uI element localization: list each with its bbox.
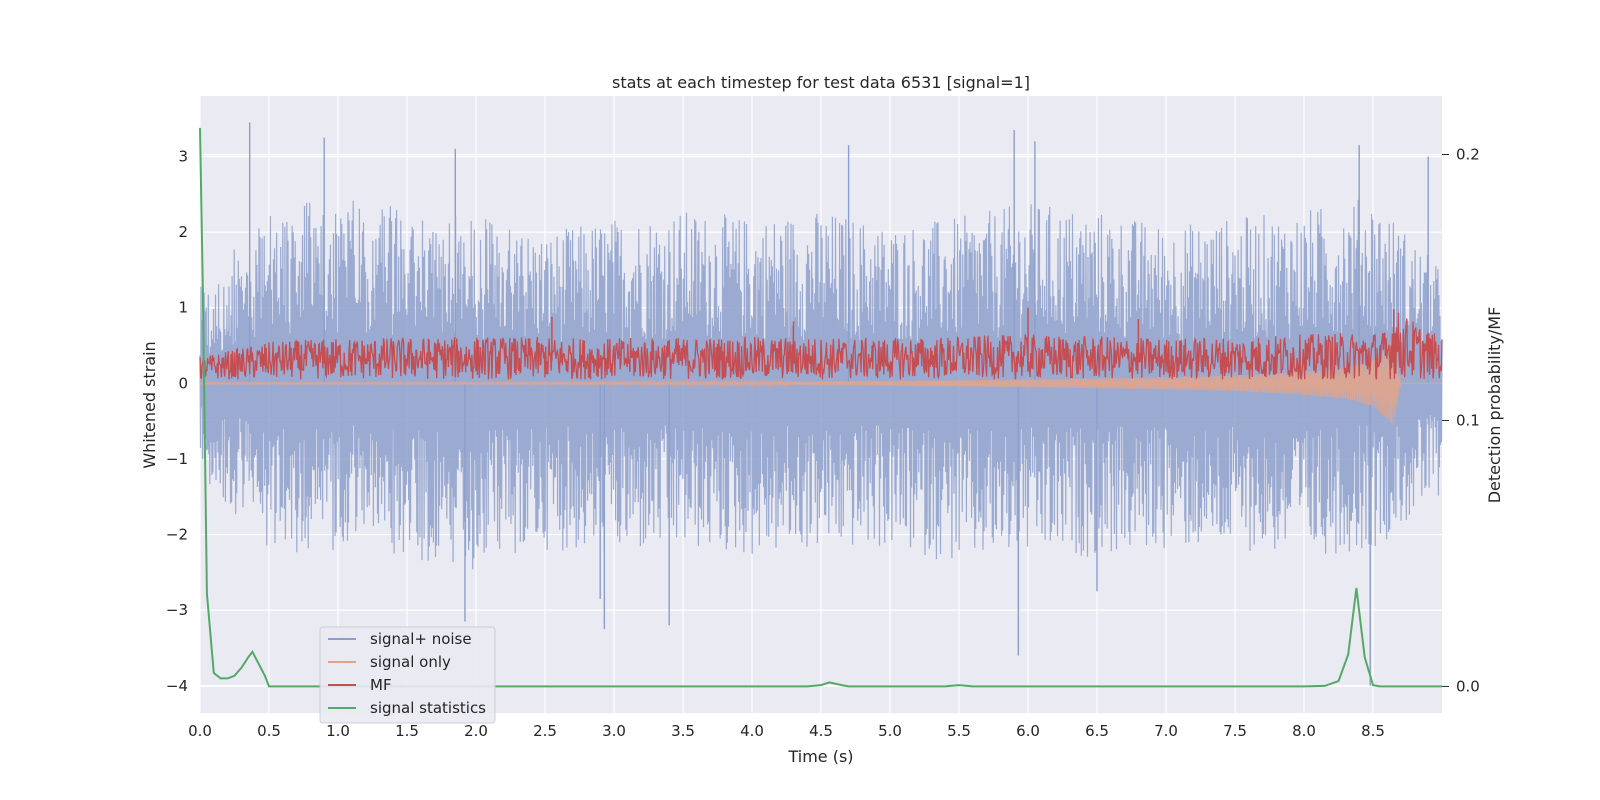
x-tick-label: 5.5	[947, 722, 971, 740]
legend-label-signal-only: signal only	[370, 653, 451, 671]
x-tick-label: 5.0	[878, 722, 902, 740]
x-tick-label: 4.0	[740, 722, 764, 740]
signal-statistics-line	[199, 127, 1442, 688]
x-tick-label: 1.0	[326, 722, 350, 740]
y-tick-label: 3	[178, 147, 188, 165]
x-tick-label: 0.5	[257, 722, 281, 740]
legend-label-mf: MF	[370, 676, 392, 694]
x-axis-label: Time (s)	[787, 747, 853, 766]
x-tick-label: 2.0	[464, 722, 488, 740]
signal-noise-line	[199, 199, 1443, 570]
y2-tick-label: 0.2	[1456, 146, 1480, 164]
plot-area	[199, 122, 1443, 688]
y-tick-label: −4	[166, 677, 188, 695]
x-tick-label: 6.5	[1085, 722, 1109, 740]
x-tick-label: 2.5	[533, 722, 557, 740]
x-tick-label: 6.0	[1016, 722, 1040, 740]
y-tick-label: 2	[178, 223, 188, 241]
x-tick-label: 3.0	[602, 722, 626, 740]
x-tick-label: 3.5	[671, 722, 695, 740]
y-axis-right-label: Detection probability/MF	[1485, 307, 1504, 504]
mf-line	[199, 312, 1443, 380]
y-tick-label: 0	[178, 374, 188, 392]
axes: 0.0 0.5 1.0 1.5 2.0 2.5 3.0 3.5 4.0 4.5 5.0 5.5 6.0 6…	[166, 146, 1480, 740]
x-tick-label: 7.0	[1154, 722, 1178, 740]
x-tick-label: 8.5	[1361, 722, 1385, 740]
y2-tick-label: 0.0	[1456, 677, 1480, 695]
legend-label-signal-statistics: signal statistics	[370, 699, 486, 717]
x-tick-label: 7.5	[1223, 722, 1247, 740]
x-tick-label: 0.0	[188, 722, 212, 740]
x-tick-label: 8.0	[1292, 722, 1316, 740]
legend-box	[319, 626, 496, 724]
x-tick-label: 4.5	[809, 722, 833, 740]
y-tick-label: −2	[166, 526, 188, 544]
x-tick-label: 1.5	[395, 722, 419, 740]
y-tick-label: −3	[166, 601, 188, 619]
legend-label-signal-noise: signal+ noise	[370, 630, 472, 648]
y2-tick-label: 0.1	[1456, 411, 1480, 429]
signal-only-line	[199, 342, 1442, 425]
y-tick-label: −1	[166, 450, 188, 468]
y-tick-label: 1	[178, 299, 188, 317]
legend: signal+ noise signal only MF signal stat…	[319, 626, 496, 724]
y-axis-label: Whitened strain	[140, 341, 159, 468]
chart-title: stats at each timestep for test data 653…	[612, 73, 1030, 92]
